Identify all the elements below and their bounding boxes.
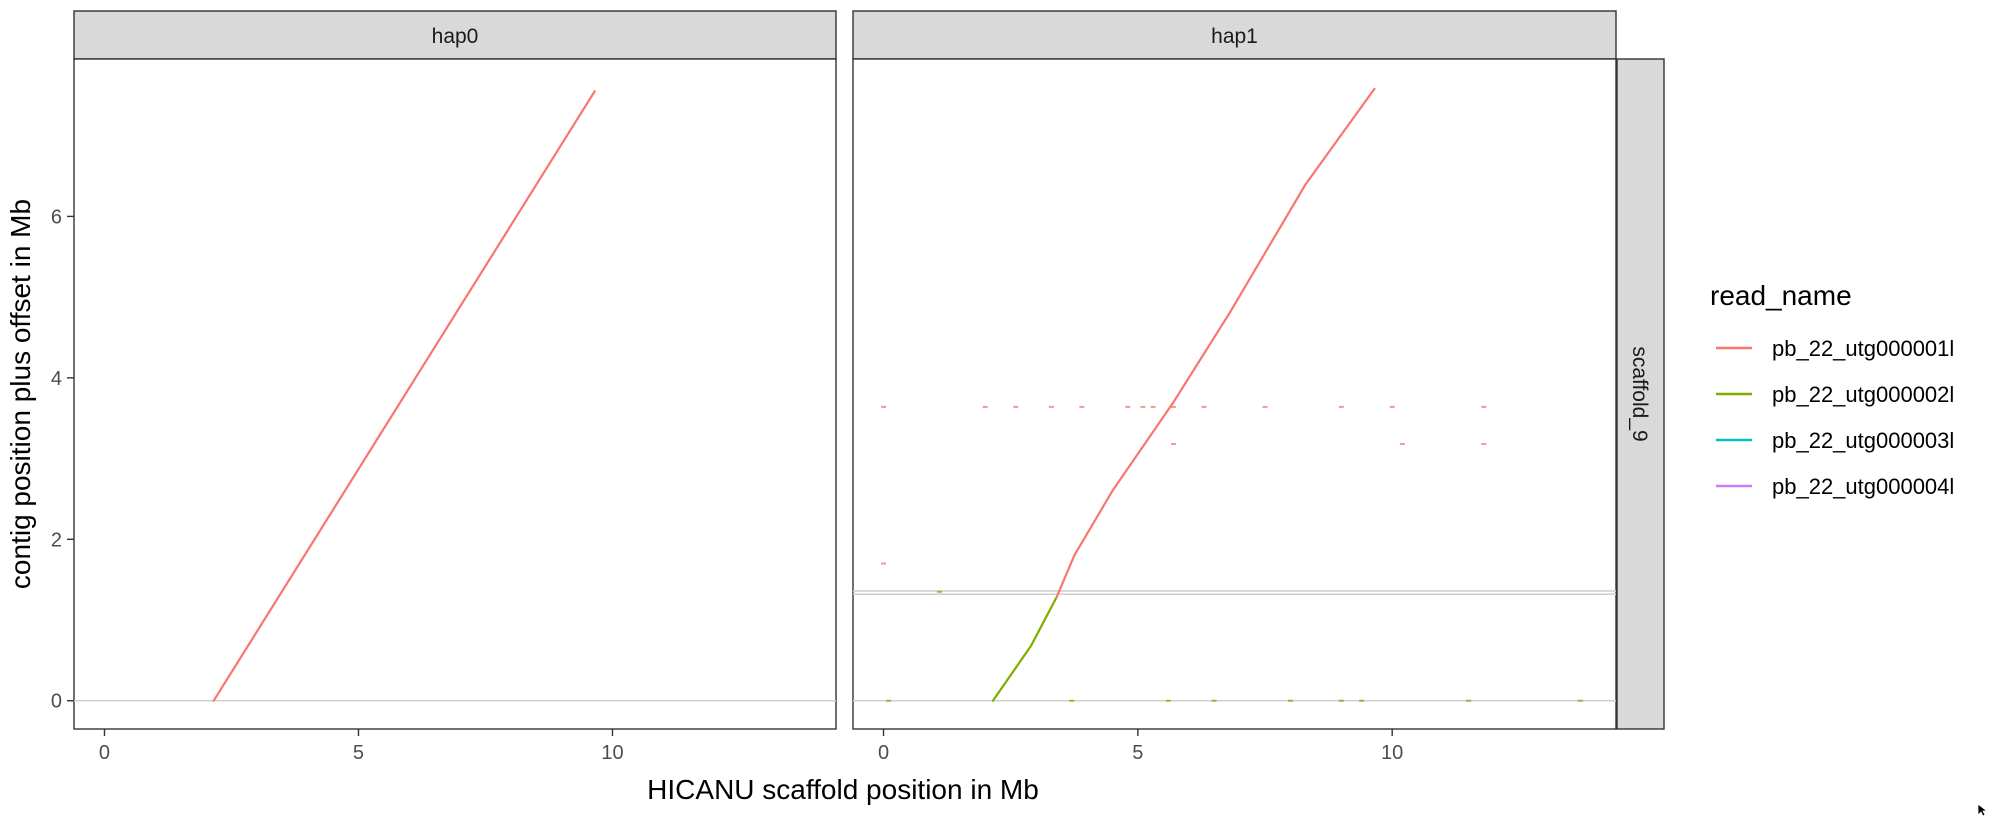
facet-label-hap0: hap0 <box>432 25 479 48</box>
legend-label: pb_22_utg000004l <box>1772 474 1954 499</box>
x-tick-label: 10 <box>601 742 623 764</box>
facet-label-scaffold-9: scaffold_9 <box>1628 346 1651 441</box>
legend-item-pb_22_utg000004l: pb_22_utg000004l <box>1716 474 1954 499</box>
y-axis-title: contig position plus offset in Mb <box>5 199 36 589</box>
legend-items: pb_22_utg000001l pb_22_utg000002l pb_22_ut… <box>1716 336 1954 499</box>
series-line-hap0-pb_22_utg000001l <box>212 90 596 702</box>
marks-hap0 <box>212 90 596 702</box>
y-tick-label: 2 <box>51 529 62 551</box>
facet-strip-hap0: hap0 <box>73 10 837 60</box>
panel-hap1 <box>852 58 1617 730</box>
marks-hap1 <box>881 87 1583 702</box>
legend-item-pb_22_utg000003l: pb_22_utg000003l <box>1716 428 1954 453</box>
x-tick-label: 5 <box>1132 742 1143 764</box>
mouse-cursor-icon <box>1977 803 1989 817</box>
panel-hap0 <box>73 58 837 730</box>
legend-item-pb_22_utg000001l: pb_22_utg000001l <box>1716 336 1954 361</box>
y-tick-label: 0 <box>51 691 62 713</box>
x-axis-hap0: 0 5 10 <box>99 729 624 764</box>
legend-label: pb_22_utg000003l <box>1772 428 1954 453</box>
reference-lines-hap1 <box>853 590 1616 702</box>
y-axis: 0 2 4 6 <box>51 206 74 713</box>
facet-strip-hap1: hap1 <box>852 10 1617 60</box>
panel-hap0-background <box>73 58 837 730</box>
legend-label: pb_22_utg000001l <box>1772 336 1954 361</box>
x-axis-hap1: 0 5 10 <box>878 729 1403 764</box>
x-tick-label: 10 <box>1381 742 1403 764</box>
y-tick-label: 4 <box>51 368 62 390</box>
panel-hap1-background <box>852 58 1617 730</box>
legend: read_name pb_22_utg000001lpb_22_utg00000… <box>1710 280 1954 499</box>
x-tick-label: 0 <box>99 742 110 764</box>
x-tick-label: 0 <box>878 742 889 764</box>
facet-label-hap1: hap1 <box>1211 25 1258 48</box>
x-tick-label: 5 <box>353 742 364 764</box>
x-axis-title: HICANU scaffold position in Mb <box>647 774 1039 805</box>
facet-strip-scaffold-9: scaffold_9 <box>1616 58 1665 730</box>
y-tick-label: 6 <box>51 206 62 228</box>
legend-item-pb_22_utg000002l: pb_22_utg000002l <box>1716 382 1954 407</box>
legend-title: read_name <box>1710 280 1852 311</box>
series-line-hap1-pb_22_utg000002l <box>991 596 1058 702</box>
series-line-hap1-pb_22_utg000001l <box>1055 87 1376 599</box>
legend-label: pb_22_utg000002l <box>1772 382 1954 407</box>
